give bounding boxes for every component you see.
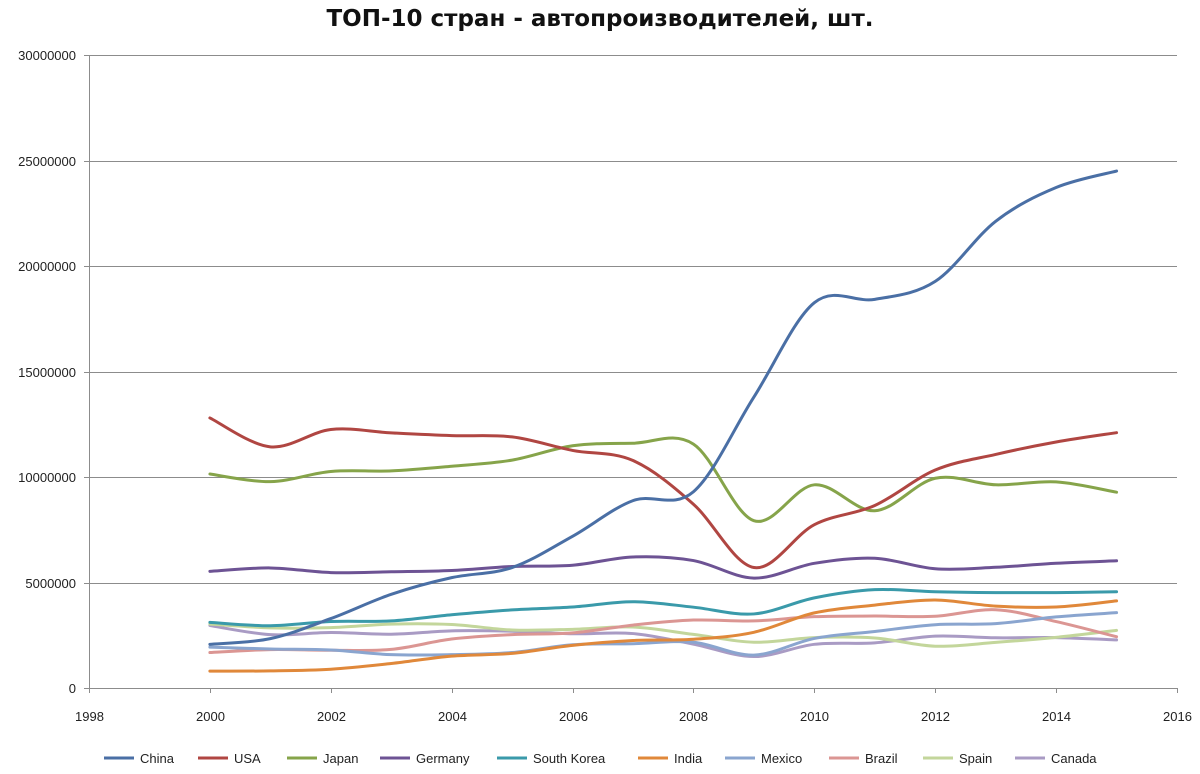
x-tick-label: 2006 (559, 709, 588, 724)
legend-label: Germany (416, 751, 470, 766)
legend-item-japan: Japan (287, 751, 358, 766)
series-line-india (208, 598, 1119, 673)
legend-item-germany: Germany (380, 751, 470, 766)
legend-item-mexico: Mexico (725, 751, 802, 766)
x-tick-label: 2002 (317, 709, 346, 724)
legend-item-brazil: Brazil (829, 751, 898, 766)
gridlines (89, 55, 1177, 584)
legend-item-usa: USA (198, 751, 261, 766)
series-line-japan (208, 436, 1119, 523)
series-line-spain (208, 622, 1119, 648)
y-tick-label: 20000000 (18, 259, 76, 274)
series-line-south-korea (208, 587, 1119, 628)
y-tick-label: 10000000 (18, 470, 76, 485)
x-tick-label: 2016 (1163, 709, 1192, 724)
y-tick-label: 15000000 (18, 365, 76, 380)
series-lines (208, 169, 1119, 673)
x-tick-label: 2014 (1042, 709, 1071, 724)
x-tick-label: 1998 (75, 709, 104, 724)
y-axis-tick-labels: 0 5000000 10000000 15000000 20000000 25000000… (18, 48, 76, 696)
series-line-germany (208, 555, 1119, 580)
series-line-brazil (208, 608, 1119, 655)
x-tick-label: 2010 (800, 709, 829, 724)
axes (84, 55, 1178, 693)
series-line-china (208, 169, 1119, 646)
y-tick-label: 25000000 (18, 154, 76, 169)
x-tick-label: 2000 (196, 709, 225, 724)
x-tick-label: 2012 (921, 709, 950, 724)
series-line-canada (208, 624, 1119, 659)
legend-item-china: China (104, 751, 175, 766)
x-axis-tick-labels: 1998 2000 2002 2004 2006 2008 2010 2012 2014 2016 (75, 709, 1192, 724)
y-tick-label: 0 (69, 681, 76, 696)
chart-title: ТОП-10 стран - автопроизводителей, шт. (326, 6, 873, 32)
series-line-usa (208, 416, 1119, 570)
legend-item-canada: Canada (1015, 751, 1097, 766)
legend-label: Canada (1051, 751, 1097, 766)
x-tick-label: 2004 (438, 709, 467, 724)
legend-label: South Korea (533, 751, 606, 766)
y-tick-label: 5000000 (25, 576, 76, 591)
x-tick-label: 2008 (679, 709, 708, 724)
legend-label: Spain (959, 751, 992, 766)
y-tick-label: 30000000 (18, 48, 76, 63)
legend-label: Brazil (865, 751, 898, 766)
legend-label: India (674, 751, 703, 766)
legend-item-south-korea: South Korea (497, 751, 606, 766)
legend-label: China (140, 751, 175, 766)
legend: China USA Japan Germany South Korea India Mexi… (104, 751, 1097, 766)
legend-label: USA (234, 751, 261, 766)
legend-item-spain: Spain (923, 751, 992, 766)
series-line-mexico (208, 611, 1119, 657)
legend-item-india: India (638, 751, 703, 766)
legend-label: Japan (323, 751, 358, 766)
legend-label: Mexico (761, 751, 802, 766)
